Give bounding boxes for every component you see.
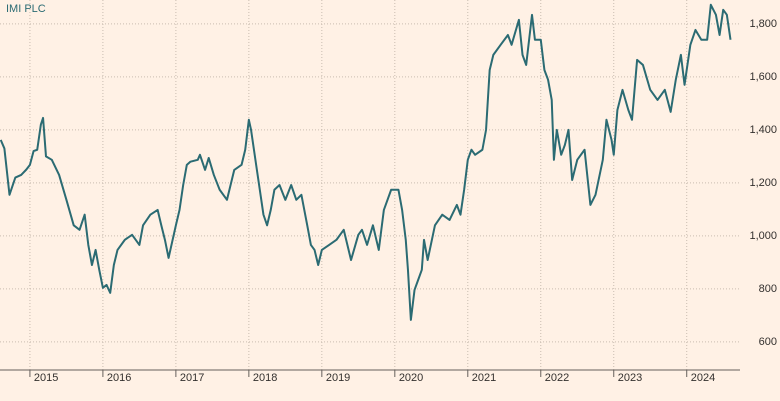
chart-title: IMI PLC [6,3,46,15]
y-tick-label: 1,400 [749,124,777,136]
x-tick-label: 2017 [180,372,204,384]
x-tick-label: 2021 [472,372,496,384]
x-tick-label: 2024 [691,372,715,384]
x-tick-label: 2022 [545,372,569,384]
x-tick-label: 2015 [34,372,58,384]
price-line [0,3,732,321]
y-tick-label: 1,600 [749,71,777,83]
y-tick-label: 1,800 [749,18,777,30]
x-tick-label: 2018 [253,372,277,384]
y-tick-label: 1,000 [749,230,777,242]
y-tick-label: 1,200 [749,177,777,189]
x-tick-label: 2020 [399,372,423,384]
y-tick-label: 800 [759,283,777,295]
y-tick-label: 600 [759,336,777,348]
x-tick-label: 2019 [326,372,350,384]
x-tick-label: 2023 [618,372,642,384]
x-tick-label: 2016 [107,372,131,384]
